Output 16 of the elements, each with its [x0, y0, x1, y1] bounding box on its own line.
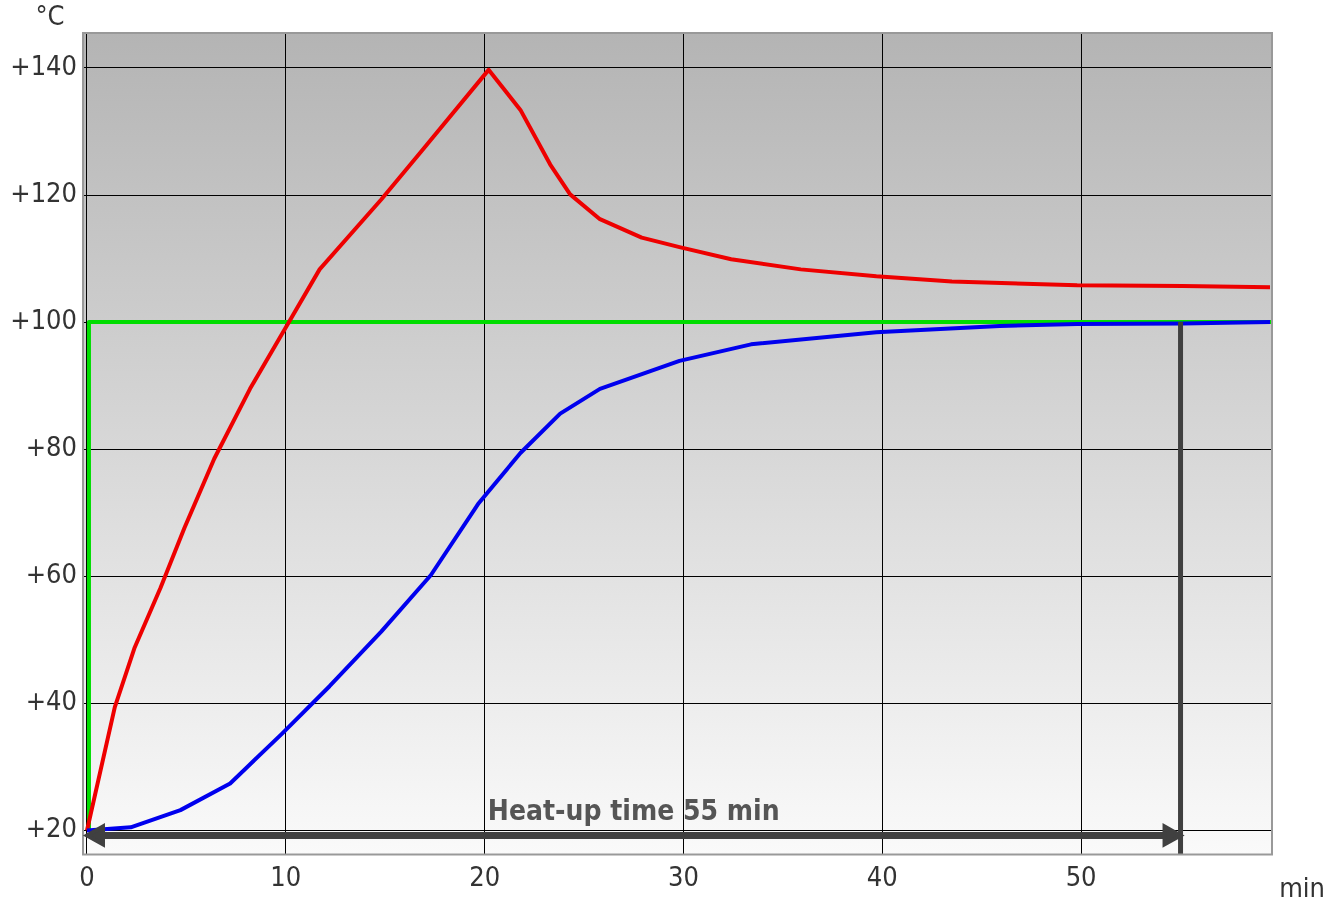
y-tick-label: +120	[10, 177, 77, 209]
y-tick-label: +140	[10, 49, 77, 81]
y-tick-label: +100	[10, 304, 77, 336]
y-axis-title: °C	[35, 0, 65, 31]
x-tick-label: 30	[668, 860, 699, 892]
x-tick-label: 0	[79, 860, 95, 892]
x-tick-label: 20	[469, 860, 501, 892]
y-tick-label: +80	[25, 431, 77, 463]
annotation: Heat-up time 55 min	[487, 794, 780, 828]
y-tick-label: +60	[25, 558, 77, 590]
x-tick-label: 50	[1065, 860, 1097, 892]
y-tick-label: +20	[25, 812, 77, 844]
x-tick-label: 40	[866, 860, 898, 892]
x-axis-title: min	[1279, 872, 1325, 904]
y-tick-label: +40	[25, 685, 77, 717]
x-tick-label: 10	[270, 860, 302, 892]
